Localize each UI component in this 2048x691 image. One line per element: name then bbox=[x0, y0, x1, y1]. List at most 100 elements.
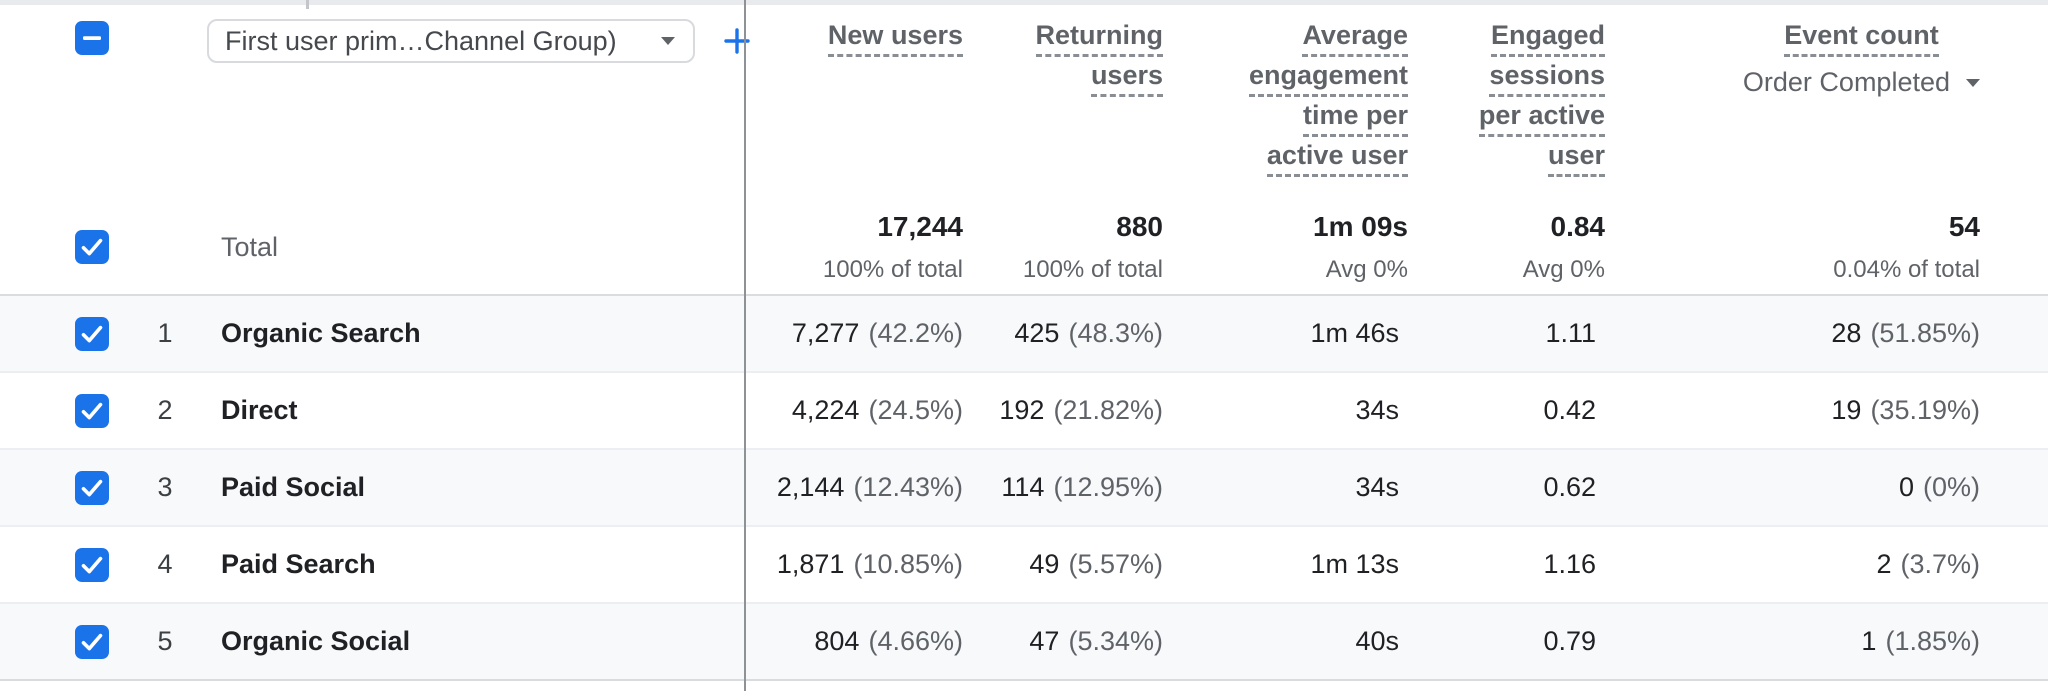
check-icon bbox=[81, 402, 103, 419]
total-row-checkbox[interactable] bbox=[75, 230, 109, 264]
metric-percent: (51.85%) bbox=[1870, 318, 1980, 348]
column-header-new-users[interactable]: New users bbox=[745, 5, 963, 57]
dimension-name: Paid Search bbox=[221, 549, 376, 579]
metric-cell: 47 (5.34%) bbox=[963, 626, 1163, 657]
metric-cell: 0.79 bbox=[1408, 626, 1605, 657]
metric-value: 28 bbox=[1831, 318, 1862, 348]
row-checkbox[interactable] bbox=[75, 624, 109, 659]
row-index: 3 bbox=[157, 472, 173, 502]
metric-value: 34s bbox=[1355, 472, 1399, 502]
row-index: 1 bbox=[157, 318, 173, 348]
metric-value: 804 bbox=[814, 626, 860, 656]
metric-value: 2,144 bbox=[776, 472, 845, 502]
header-line: Average bbox=[1302, 21, 1408, 57]
metric-cell: 0.42 bbox=[1408, 395, 1605, 426]
metric-value: 19 bbox=[1831, 395, 1862, 425]
metric-cell: 28 (51.85%) bbox=[1605, 318, 1980, 349]
metric-cell: 1,871 (10.85%) bbox=[745, 549, 963, 580]
metric-value: 192 bbox=[999, 395, 1045, 425]
event-selector-label: Order Completed bbox=[1742, 67, 1950, 97]
metric-value: 1,871 bbox=[776, 549, 845, 579]
metric-cell: 19 (35.19%) bbox=[1605, 395, 1980, 426]
header-line: Returning bbox=[1035, 21, 1163, 57]
total-cell-returning-users: 880 100% of total bbox=[963, 211, 1163, 284]
metric-cell: 0 (0%) bbox=[1605, 472, 1980, 503]
row-index: 2 bbox=[157, 395, 173, 425]
column-header-engaged-sessions[interactable]: Engaged sessions per active user bbox=[1408, 5, 1605, 177]
total-value: 54 bbox=[1948, 210, 1980, 242]
row-checkbox[interactable] bbox=[75, 547, 109, 582]
select-all-checkbox[interactable] bbox=[75, 21, 109, 55]
total-value: 1m 09s bbox=[1313, 210, 1408, 242]
metric-value: 1m 46s bbox=[1310, 318, 1399, 348]
table-row: 5 Organic Social 804 (4.66%) 47 (5.34%) … bbox=[0, 604, 2048, 681]
header-line: time per bbox=[1302, 101, 1408, 137]
column-header-event-count[interactable]: Event count Order Completed bbox=[1605, 5, 1980, 98]
dimension-dropdown[interactable]: First user prim…Channel Group) bbox=[207, 19, 695, 63]
check-icon bbox=[81, 479, 103, 496]
metric-cell: 7,277 (42.2%) bbox=[745, 318, 963, 349]
row-checkbox[interactable] bbox=[75, 470, 109, 505]
metric-percent: (24.5%) bbox=[868, 395, 963, 425]
check-icon bbox=[81, 238, 103, 256]
metric-value: 0.79 bbox=[1543, 626, 1596, 656]
dimension-name: Paid Social bbox=[221, 472, 366, 502]
column-header-avg-engagement-time[interactable]: Average engagement time per active user bbox=[1163, 5, 1408, 177]
header-line: user bbox=[1547, 141, 1605, 177]
table-header-row: First user prim…Channel Group) New users… bbox=[0, 5, 2048, 200]
total-subvalue: 100% of total bbox=[1022, 255, 1163, 283]
metric-percent: (4.66%) bbox=[868, 626, 963, 656]
header-line: sessions bbox=[1489, 61, 1605, 97]
panel-divider-tick bbox=[306, 0, 309, 9]
metric-value: 2 bbox=[1876, 549, 1892, 579]
check-icon bbox=[81, 633, 103, 650]
table-row: 3 Paid Social 2,144 (12.43%) 114 (12.95%… bbox=[0, 450, 2048, 527]
dimension-name: Direct bbox=[221, 395, 298, 425]
metric-value: 4,224 bbox=[791, 395, 860, 425]
metric-percent: (3.7%) bbox=[1900, 549, 1980, 579]
metric-value: 40s bbox=[1355, 626, 1399, 656]
metric-cell: 34s bbox=[1163, 395, 1408, 426]
chevron-down-icon bbox=[1966, 78, 1980, 87]
metric-value: 0 bbox=[1898, 472, 1914, 502]
metric-cell: 1 (1.85%) bbox=[1605, 626, 1980, 657]
metric-cell: 2 (3.7%) bbox=[1605, 549, 1980, 580]
metric-cell: 1.16 bbox=[1408, 549, 1605, 580]
plus-icon bbox=[723, 28, 750, 54]
metric-value: 1.11 bbox=[1545, 318, 1596, 348]
row-checkbox[interactable] bbox=[75, 316, 109, 351]
metric-value: 1m 13s bbox=[1310, 549, 1399, 579]
metric-cell: 4,224 (24.5%) bbox=[745, 395, 963, 426]
metric-percent: (10.85%) bbox=[853, 549, 963, 579]
metric-cell: 1m 46s bbox=[1163, 318, 1408, 349]
add-dimension-button[interactable] bbox=[721, 25, 753, 57]
total-value: 0.84 bbox=[1550, 210, 1606, 242]
row-index: 5 bbox=[157, 626, 173, 656]
header-line: per active bbox=[1478, 101, 1605, 137]
metric-value: 425 bbox=[1014, 318, 1060, 348]
event-selector[interactable]: Order Completed bbox=[1743, 67, 1980, 98]
total-subvalue: Avg 0% bbox=[1522, 255, 1605, 283]
frozen-column-divider bbox=[744, 0, 746, 691]
metric-percent: (1.85%) bbox=[1885, 626, 1980, 656]
header-line: Engaged bbox=[1490, 21, 1605, 57]
table-row: 4 Paid Search 1,871 (10.85%) 49 (5.57%) … bbox=[0, 527, 2048, 604]
metric-value: 0.62 bbox=[1543, 472, 1596, 502]
total-subvalue: 0.04% of total bbox=[1833, 255, 1980, 283]
chevron-down-icon bbox=[660, 37, 675, 45]
column-header-returning-users[interactable]: Returning users bbox=[963, 5, 1163, 97]
metric-percent: (12.95%) bbox=[1053, 472, 1163, 502]
dimension-dropdown-label: First user prim…Channel Group) bbox=[225, 25, 617, 56]
metric-cell: 0.62 bbox=[1408, 472, 1605, 503]
metric-percent: (21.82%) bbox=[1053, 395, 1163, 425]
metric-value: 34s bbox=[1355, 395, 1399, 425]
indeterminate-minus-icon bbox=[83, 36, 101, 40]
total-value: 880 bbox=[1116, 210, 1163, 242]
total-subvalue: 100% of total bbox=[822, 255, 963, 283]
metric-cell: 425 (48.3%) bbox=[963, 318, 1163, 349]
total-subvalue: Avg 0% bbox=[1325, 255, 1408, 283]
metric-value: 114 bbox=[1001, 472, 1045, 502]
metric-value: 49 bbox=[1029, 549, 1060, 579]
total-cell-avg-engagement-time: 1m 09s Avg 0% bbox=[1163, 211, 1408, 284]
row-checkbox[interactable] bbox=[75, 393, 109, 428]
